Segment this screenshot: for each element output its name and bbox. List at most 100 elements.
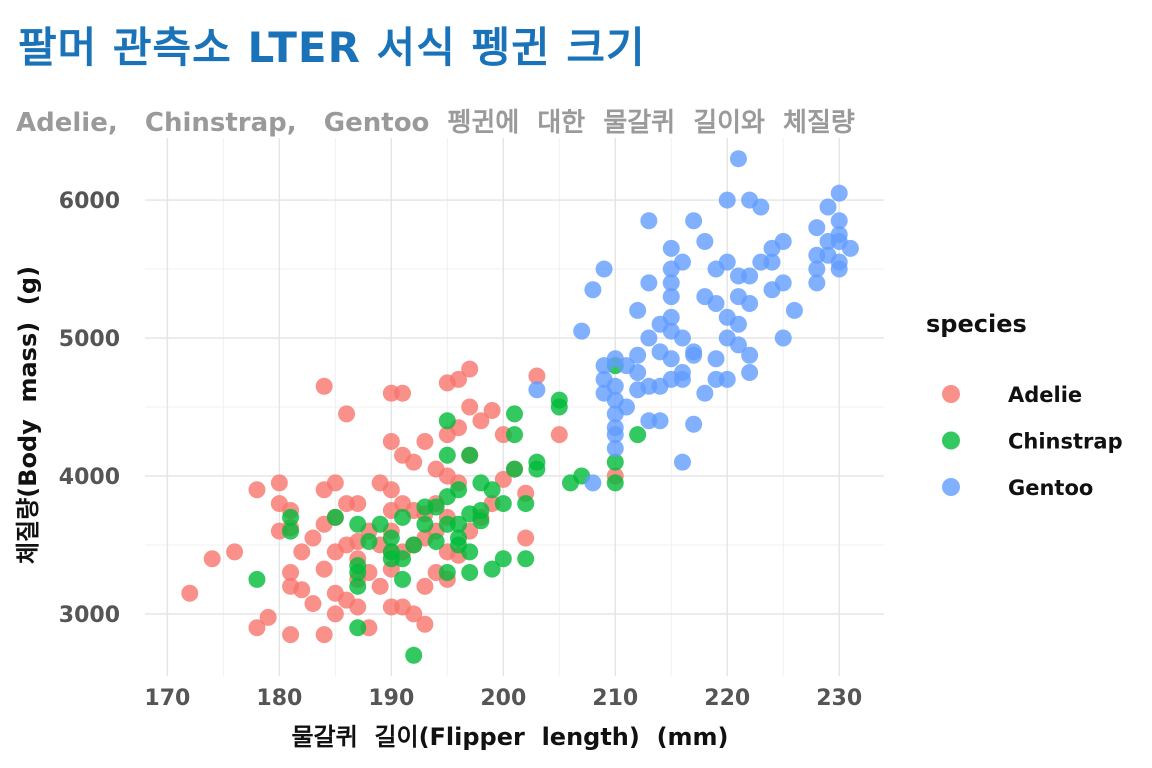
- data-point-gentoo: [685, 343, 703, 361]
- data-point-adelie: [349, 598, 367, 616]
- legend-marker-adelie: [942, 385, 960, 403]
- data-point-adelie: [304, 595, 322, 613]
- data-point-chinstrap: [528, 453, 546, 471]
- data-point-gentoo: [629, 346, 647, 364]
- y-tick-label: 4000: [59, 465, 120, 490]
- data-point-adelie: [226, 543, 244, 561]
- x-tick-label: 220: [704, 686, 750, 711]
- data-point-chinstrap: [606, 474, 624, 492]
- data-point-adelie: [528, 367, 546, 385]
- data-point-gentoo: [673, 329, 691, 347]
- data-point-chinstrap: [394, 508, 412, 526]
- data-point-gentoo: [774, 274, 792, 292]
- data-point-chinstrap: [405, 646, 423, 664]
- data-point-gentoo: [718, 370, 736, 388]
- data-point-chinstrap: [494, 550, 512, 568]
- data-point-chinstrap: [506, 405, 523, 423]
- data-point-gentoo: [819, 198, 837, 216]
- data-point-chinstrap: [517, 495, 535, 513]
- data-point-gentoo: [830, 184, 848, 202]
- data-point-adelie: [259, 608, 277, 626]
- y-tick-label: 5000: [59, 327, 120, 352]
- data-point-chinstrap: [438, 446, 456, 464]
- data-point-chinstrap: [506, 460, 523, 478]
- data-point-chinstrap: [349, 619, 367, 637]
- data-point-gentoo: [606, 439, 624, 457]
- data-point-gentoo: [696, 232, 714, 250]
- data-point-adelie: [293, 581, 311, 599]
- data-point-gentoo: [808, 219, 826, 237]
- data-point-adelie: [450, 370, 468, 388]
- data-point-adelie: [315, 626, 333, 644]
- data-point-gentoo: [718, 191, 736, 209]
- data-point-adelie: [371, 577, 389, 595]
- data-point-chinstrap: [416, 515, 434, 533]
- data-point-adelie: [461, 360, 479, 378]
- x-tick-label: 230: [816, 686, 862, 711]
- data-point-chinstrap: [550, 391, 568, 409]
- data-point-gentoo: [774, 329, 792, 347]
- data-point-gentoo: [606, 419, 624, 437]
- data-point-gentoo: [841, 239, 859, 257]
- data-point-adelie: [416, 577, 434, 595]
- data-point-chinstrap: [438, 412, 456, 430]
- data-point-gentoo: [595, 260, 613, 278]
- data-point-gentoo: [830, 253, 848, 271]
- data-point-chinstrap: [371, 515, 389, 533]
- data-point-gentoo: [528, 381, 546, 399]
- x-tick-label: 210: [592, 686, 638, 711]
- data-point-gentoo: [662, 350, 680, 368]
- data-point-gentoo: [707, 350, 725, 368]
- data-point-gentoo: [573, 322, 591, 340]
- data-point-gentoo: [584, 281, 602, 299]
- data-point-chinstrap: [450, 515, 468, 533]
- data-point-chinstrap: [248, 570, 266, 588]
- data-point-gentoo: [640, 274, 658, 292]
- data-point-adelie: [315, 377, 333, 395]
- data-point-gentoo: [617, 398, 635, 416]
- x-axis-label: 물갈퀴 길이(Flipper length) (mm): [291, 723, 728, 751]
- data-point-gentoo: [741, 346, 759, 364]
- data-point-chinstrap: [483, 481, 501, 499]
- data-point-gentoo: [752, 198, 770, 216]
- data-point-chinstrap: [450, 481, 468, 499]
- data-point-gentoo: [662, 274, 680, 292]
- data-point-gentoo: [741, 267, 759, 285]
- data-point-adelie: [461, 398, 479, 416]
- data-point-adelie: [472, 412, 490, 430]
- data-point-gentoo: [629, 364, 647, 382]
- data-point-chinstrap: [494, 495, 512, 513]
- data-point-adelie: [326, 605, 344, 623]
- data-point-gentoo: [785, 301, 803, 319]
- data-point-chinstrap: [450, 529, 468, 547]
- data-point-adelie: [248, 481, 266, 499]
- x-tick-label: 190: [368, 686, 414, 711]
- data-point-gentoo: [696, 384, 714, 402]
- data-point-adelie: [282, 626, 300, 644]
- data-point-gentoo: [640, 329, 658, 347]
- data-point-gentoo: [606, 377, 624, 395]
- data-point-chinstrap: [405, 536, 423, 554]
- data-point-adelie: [293, 543, 311, 561]
- data-point-chinstrap: [349, 515, 367, 533]
- data-point-chinstrap: [517, 550, 535, 568]
- x-tick-label: 200: [480, 686, 526, 711]
- data-point-chinstrap: [461, 446, 479, 464]
- data-point-gentoo: [729, 150, 747, 168]
- data-point-adelie: [550, 426, 568, 444]
- data-point-adelie: [405, 605, 423, 623]
- data-point-adelie: [382, 432, 400, 450]
- legend-marker-chinstrap: [942, 431, 960, 450]
- data-point-gentoo: [640, 212, 658, 230]
- data-point-gentoo: [830, 226, 848, 244]
- data-point-chinstrap: [282, 522, 300, 540]
- legend: species Adelie Chinstrap Gentoo: [926, 310, 1123, 500]
- data-point-adelie: [494, 470, 512, 488]
- data-point-adelie: [270, 474, 288, 492]
- legend-label-chinstrap: Chinstrap: [1008, 430, 1123, 454]
- data-point-gentoo: [808, 274, 826, 292]
- data-point-gentoo: [741, 295, 759, 313]
- data-point-adelie: [405, 453, 423, 471]
- data-point-chinstrap: [394, 550, 412, 568]
- data-point-adelie: [326, 474, 344, 492]
